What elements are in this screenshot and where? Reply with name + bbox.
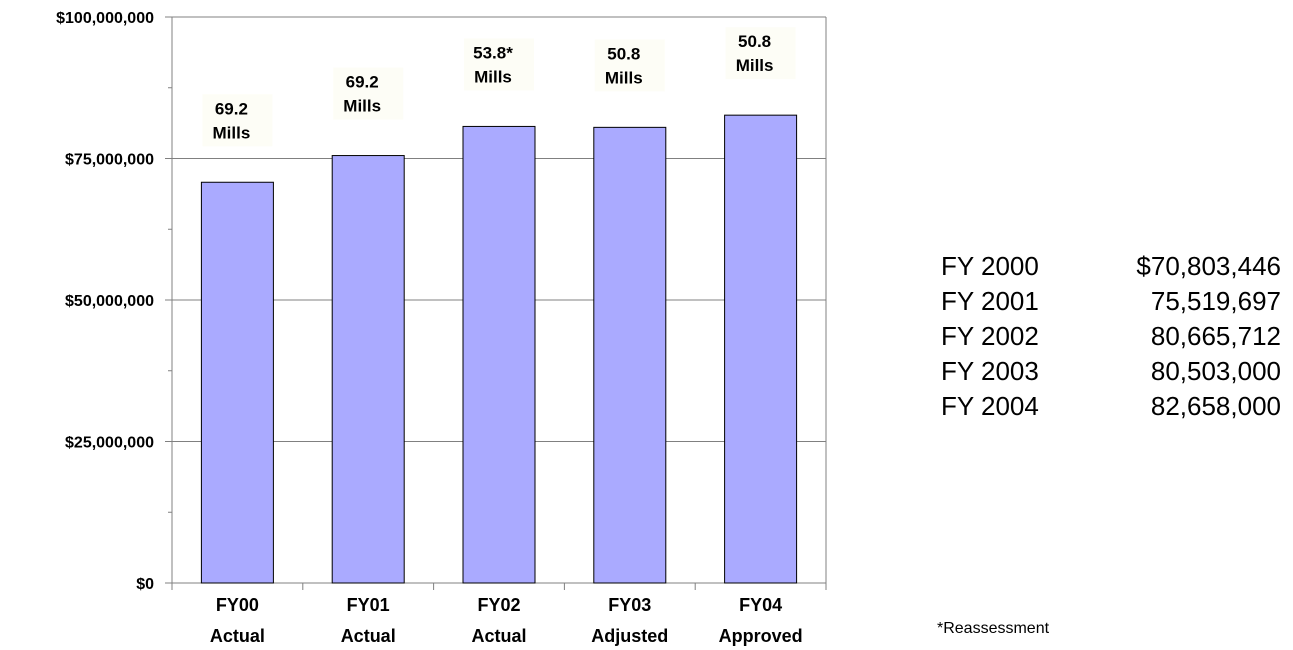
fiscal-year-label: FY 2004 — [941, 391, 1039, 421]
bar-annotation-label: Mills — [474, 67, 512, 86]
bar — [593, 126, 667, 584]
y-tick-label: $0 — [136, 576, 154, 593]
y-tick-label: $100,000,000 — [56, 10, 154, 27]
bar-annotation-background — [725, 27, 796, 80]
fiscal-year-amount: 82,658,000 — [1150, 391, 1281, 421]
y-tick-label: $25,000,000 — [65, 435, 154, 452]
bar — [200, 181, 274, 584]
x-category-sublabel: Approved — [719, 626, 803, 646]
values-table-row: FY 2000 $70,803,446 — [941, 249, 1281, 284]
bar-annotation-label: 50.8 — [607, 44, 640, 63]
fiscal-year-amount: 80,503,000 — [1150, 356, 1281, 386]
values-table-row: FY 2003 80,503,000 — [941, 354, 1281, 389]
bar — [724, 114, 798, 584]
bar-annotation-background — [464, 38, 534, 91]
fiscal-year-amount: 75,519,697 — [1150, 286, 1281, 316]
bar-annotation-label: Mills — [213, 123, 251, 142]
bar — [462, 125, 536, 584]
values-table: FY 2000 $70,803,446 FY 2001 75,519,697 FY 20… — [941, 249, 1281, 424]
bar-annotation-label: Mills — [736, 56, 774, 75]
fiscal-year-amount: 80,665,712 — [1150, 321, 1281, 351]
values-table-row: FY 2002 80,665,712 — [941, 319, 1281, 354]
fiscal-year-label: FY 2000 — [941, 251, 1039, 281]
footnote: *Reassessment — [937, 620, 1050, 637]
fiscal-year-label: FY 2001 — [941, 286, 1039, 316]
bar — [331, 155, 405, 584]
bar-annotation-label: 69.2 — [346, 73, 379, 92]
y-tick-label: $75,000,000 — [65, 152, 154, 169]
x-category-label: FY00 — [216, 595, 259, 615]
x-category-label: FY03 — [608, 595, 651, 615]
bar-annotation-background — [333, 67, 404, 120]
y-tick-label: $50,000,000 — [65, 293, 154, 310]
bar-annotation-label: 69.2 — [215, 99, 248, 118]
bar-chart: $0 $25,000,000 $50,000,000 $75,000,000 $100,… — [56, 10, 827, 646]
x-category-sublabel: Actual — [341, 626, 396, 646]
x-category-sublabel: Actual — [471, 626, 526, 646]
x-category-label: FY02 — [477, 595, 520, 615]
x-category-sublabel: Actual — [210, 626, 265, 646]
x-category-sublabel: Adjusted — [591, 626, 668, 646]
bar-annotation-label: 53.8* — [473, 43, 513, 62]
bar-annotation-label: Mills — [605, 68, 643, 87]
bar-annotation-background — [594, 39, 665, 92]
x-category-label: FY01 — [347, 595, 390, 615]
bar-annotation-background — [202, 94, 273, 147]
bar-annotation-label: Mills — [343, 97, 381, 116]
bar-annotation-label: 50.8 — [738, 32, 771, 51]
fiscal-year-label: FY 2003 — [941, 356, 1039, 386]
fiscal-year-amount: $70,803,446 — [1136, 251, 1281, 281]
fiscal-year-label: FY 2002 — [941, 321, 1039, 351]
values-table-row: FY 2004 82,658,000 — [941, 389, 1281, 424]
x-category-label: FY04 — [739, 595, 782, 615]
values-table-row: FY 2001 75,519,697 — [941, 284, 1281, 319]
